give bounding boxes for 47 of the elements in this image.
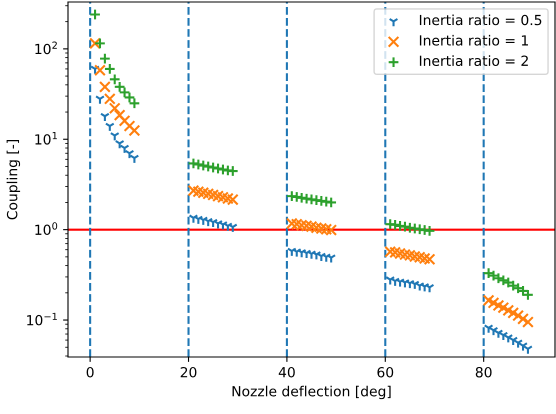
x-tick-label: 60 bbox=[377, 366, 394, 378]
point bbox=[507, 306, 520, 319]
point bbox=[497, 302, 510, 314]
point bbox=[94, 37, 106, 50]
point bbox=[110, 132, 120, 142]
point bbox=[98, 52, 111, 65]
point bbox=[98, 80, 111, 93]
point bbox=[492, 300, 504, 312]
point bbox=[128, 124, 140, 136]
point bbox=[100, 112, 110, 122]
x-tick-label: 0 bbox=[86, 366, 94, 378]
point bbox=[108, 102, 121, 114]
point bbox=[124, 120, 136, 132]
legend-label: Inertia ratio = 2 bbox=[420, 55, 528, 66]
point bbox=[482, 294, 494, 306]
point bbox=[118, 114, 130, 127]
point bbox=[104, 122, 115, 132]
x-tick-label: 80 bbox=[476, 366, 492, 378]
x-axis-title: Nozzle deflection [deg] bbox=[232, 386, 391, 400]
x-tick-label: 20 bbox=[180, 366, 196, 378]
point bbox=[124, 92, 136, 104]
y-axis-title: Coupling [-] bbox=[6, 140, 20, 220]
point bbox=[108, 73, 121, 86]
y-tick-label: 10$^{−1}$ bbox=[27, 312, 57, 326]
point bbox=[89, 37, 101, 50]
y-tick-label: 10$^{1}$ bbox=[35, 132, 57, 145]
point bbox=[114, 80, 126, 93]
point bbox=[104, 92, 116, 105]
point bbox=[502, 304, 514, 316]
y-tick-label: 10$^{0}$ bbox=[35, 222, 58, 236]
point bbox=[512, 310, 524, 322]
point bbox=[488, 296, 500, 309]
point bbox=[94, 64, 106, 76]
x-tick-label: 40 bbox=[278, 366, 295, 378]
point bbox=[118, 86, 130, 98]
point bbox=[517, 312, 529, 325]
point bbox=[95, 95, 105, 105]
point bbox=[90, 65, 100, 75]
legend-label: Inertia ratio = 0.5 bbox=[420, 14, 542, 26]
point bbox=[114, 109, 126, 122]
point bbox=[522, 288, 534, 301]
point bbox=[104, 63, 116, 75]
legend-label: Inertia ratio = 1 bbox=[420, 34, 528, 46]
y-tick-label: 10$^{2}$ bbox=[35, 42, 57, 54]
point bbox=[89, 8, 101, 20]
point bbox=[128, 97, 140, 110]
point bbox=[522, 316, 534, 328]
